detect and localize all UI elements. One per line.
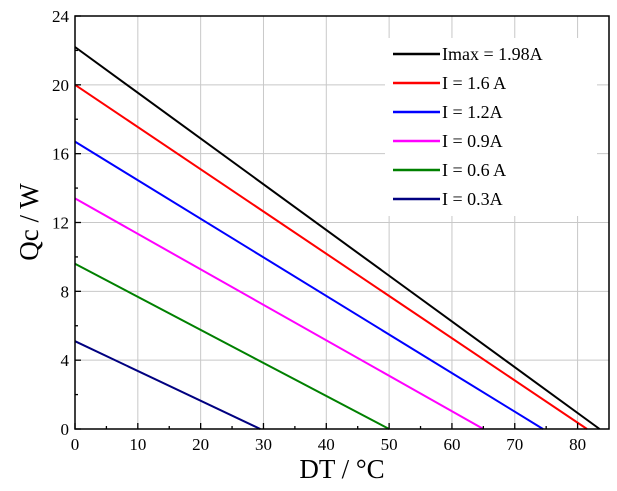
- y-tick-label: 4: [61, 351, 70, 370]
- y-tick-label: 12: [52, 214, 69, 233]
- x-axis-title: DT / °C: [299, 454, 384, 484]
- series-group: [74, 46, 601, 430]
- y-tick-labels: 0 4 8 12 16 20 24: [52, 7, 70, 439]
- x-tick-label: 30: [255, 435, 272, 454]
- legend-label-4: I = 0.9A: [442, 131, 503, 151]
- x-tick-label: 0: [71, 435, 80, 454]
- x-tick-label: 40: [318, 435, 335, 454]
- legend: Imax = 1.98A I = 1.6 A I = 1.2A I = 0.9A I =…: [385, 38, 597, 216]
- axis-ticks: [74, 15, 579, 430]
- legend-box: [385, 38, 597, 216]
- y-tick-label: 20: [52, 76, 69, 95]
- x-tick-labels: 0 10 20 30 40 50 60 70 80: [71, 435, 586, 454]
- y-axis-title: Qc / W: [14, 183, 44, 261]
- x-tick-label: 20: [192, 435, 209, 454]
- series-line-2: [74, 83, 588, 430]
- y-tick-label: 0: [61, 420, 70, 439]
- legend-label-1: Imax = 1.98A: [442, 44, 543, 64]
- legend-label-2: I = 1.6 A: [442, 73, 506, 93]
- series-line-6: [74, 340, 261, 430]
- series-line-5: [74, 262, 390, 430]
- series-line-1: [74, 46, 601, 430]
- x-tick-label: 80: [569, 435, 586, 454]
- series-line-4: [74, 197, 484, 430]
- x-tick-label: 60: [443, 435, 460, 454]
- x-tick-label: 50: [381, 435, 398, 454]
- legend-label-3: I = 1.2A: [442, 102, 503, 122]
- legend-label-5: I = 0.6 A: [442, 160, 506, 180]
- x-tick-label: 10: [129, 435, 146, 454]
- y-tick-label: 8: [61, 282, 70, 301]
- y-tick-label: 16: [52, 145, 69, 164]
- legend-label-6: I = 0.3A: [442, 189, 503, 209]
- y-tick-label: 24: [52, 7, 70, 26]
- x-tick-label: 70: [506, 435, 523, 454]
- series-line-3: [74, 140, 544, 430]
